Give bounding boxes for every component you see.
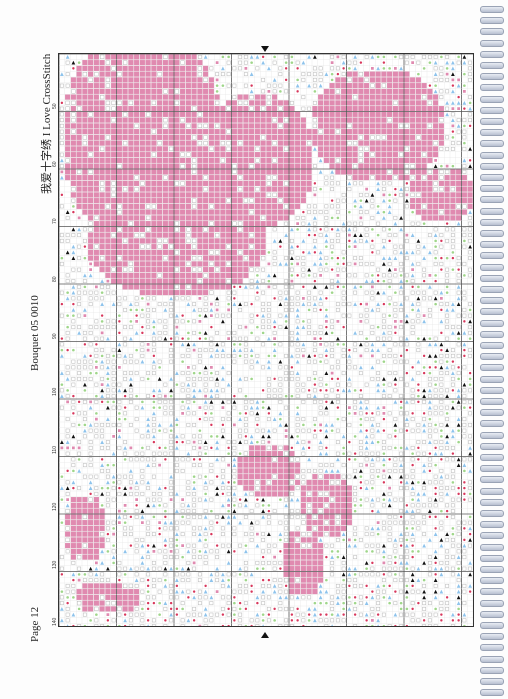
binding-ring xyxy=(480,510,504,517)
binding-ring xyxy=(480,95,504,103)
binding-ring xyxy=(480,319,504,327)
binding-ring xyxy=(480,498,504,506)
binding-ring xyxy=(480,409,504,417)
binding-ring xyxy=(480,84,504,92)
grid-row-label: 90 xyxy=(52,333,58,339)
center-marker-bottom-icon xyxy=(261,632,269,638)
binding-ring xyxy=(480,286,504,293)
binding-ring xyxy=(480,274,504,282)
grid-row-label: 140 xyxy=(52,617,58,626)
grid-row-label: 100 xyxy=(52,388,58,397)
binding-ring xyxy=(480,644,504,652)
binding-ring xyxy=(480,655,504,663)
grid-row-label: 80 xyxy=(52,276,58,282)
binding-ring xyxy=(480,252,504,260)
binding-ring xyxy=(480,308,504,316)
center-marker-top-icon xyxy=(261,46,269,52)
binding-ring xyxy=(480,151,504,159)
pattern-title: Bouquet 05 0010 xyxy=(29,295,41,371)
binding-ring xyxy=(480,588,504,596)
grid-row-label: 60 xyxy=(52,161,58,167)
binding-ring xyxy=(480,375,504,383)
binding-ring xyxy=(480,622,504,629)
binding-ring xyxy=(480,28,504,36)
grid-row-label: 120 xyxy=(52,502,58,512)
grid-row-label: 50 xyxy=(52,103,58,110)
binding-ring xyxy=(480,554,504,562)
stitch-symbol-field xyxy=(59,54,473,626)
page-number: Page 12 xyxy=(29,606,41,642)
binding-ring xyxy=(480,73,504,81)
binding-ring xyxy=(480,678,504,685)
binding-ring xyxy=(480,6,504,13)
binding-ring xyxy=(480,353,504,361)
binding-ring xyxy=(480,532,504,540)
binding-ring xyxy=(480,174,504,181)
binding-ring xyxy=(480,521,504,529)
spiral-binding xyxy=(478,0,508,699)
binding-ring xyxy=(480,185,504,193)
binding-ring xyxy=(480,230,504,237)
binding-ring xyxy=(480,398,504,405)
cross-stitch-grid xyxy=(58,53,474,627)
binding-ring xyxy=(480,297,504,305)
binding-ring xyxy=(480,487,504,495)
binding-ring xyxy=(480,476,504,484)
binding-ring xyxy=(480,577,504,585)
binding-ring xyxy=(480,442,504,450)
binding-ring xyxy=(480,196,504,204)
binding-ring xyxy=(480,633,504,641)
binding-ring xyxy=(480,62,504,69)
binding-ring xyxy=(480,689,504,697)
binding-ring xyxy=(480,17,504,25)
binding-ring xyxy=(480,118,504,125)
binding-ring xyxy=(480,140,504,148)
binding-ring xyxy=(480,431,504,439)
binding-ring xyxy=(480,465,504,473)
binding-ring xyxy=(480,566,504,573)
binding-ring xyxy=(480,666,504,674)
binding-ring xyxy=(480,129,504,137)
binding-ring xyxy=(480,50,504,58)
binding-ring xyxy=(480,454,504,461)
grid-row-label: 70 xyxy=(52,218,58,225)
binding-ring xyxy=(480,39,504,47)
binding-ring xyxy=(480,162,504,170)
grid-row-label: 130 xyxy=(52,560,58,569)
binding-ring xyxy=(480,106,504,114)
binding-ring xyxy=(480,599,504,607)
brand-title: 我爱十字绣 I Love CrossStitch xyxy=(41,53,53,194)
binding-ring xyxy=(480,364,504,372)
binding-ring xyxy=(480,241,504,249)
binding-ring xyxy=(480,218,504,226)
binding-ring xyxy=(480,420,504,428)
binding-ring xyxy=(480,330,504,338)
grid-row-label: 110 xyxy=(52,445,58,454)
binding-ring xyxy=(480,263,504,271)
binding-ring xyxy=(480,610,504,618)
binding-ring xyxy=(480,543,504,551)
binding-ring xyxy=(480,207,504,215)
binding-ring xyxy=(480,386,504,394)
binding-ring xyxy=(480,342,504,349)
